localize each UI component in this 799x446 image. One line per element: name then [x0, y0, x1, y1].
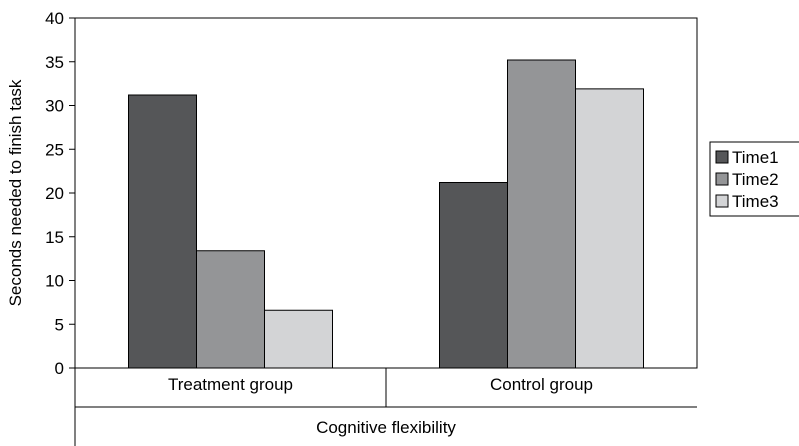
bar-time2-treatment — [196, 250, 265, 369]
legend: Time1 Time2 Time3 — [709, 141, 799, 217]
legend-swatch-time2 — [715, 172, 729, 186]
x-category-label: Control group — [490, 375, 593, 394]
legend-swatch-time1 — [715, 150, 729, 164]
y-axis-ticks: 0 5 10 15 20 25 30 35 40 — [45, 9, 75, 378]
x-axis-frame — [74, 368, 697, 446]
y-tick-label: 10 — [45, 272, 64, 291]
y-tick-label: 15 — [45, 228, 64, 247]
x-axis-title: Cognitive flexibility — [316, 418, 456, 437]
y-tick-label: 5 — [55, 315, 64, 334]
bar-time3-control — [575, 88, 644, 369]
y-tick-label: 25 — [45, 140, 64, 159]
legend-label-time1: Time1 — [732, 148, 779, 167]
y-tick-label: 0 — [55, 359, 64, 378]
legend-label-time3: Time3 — [732, 192, 779, 211]
y-tick-label: 20 — [45, 184, 64, 203]
y-tick-label: 30 — [45, 97, 64, 116]
y-tick-label: 35 — [45, 53, 64, 72]
bar-time2-control — [507, 59, 576, 369]
y-axis-title: Seconds needed to finish task — [6, 79, 25, 306]
legend-swatch-time3 — [715, 194, 729, 208]
x-axis-category-labels: Treatment group Control group — [168, 375, 593, 394]
x-category-label: Treatment group — [168, 375, 293, 394]
bar-time1-treatment — [128, 94, 197, 369]
legend-label-time2: Time2 — [732, 170, 779, 189]
bar-time1-control — [439, 182, 508, 369]
bar-time3-treatment — [264, 309, 333, 369]
bars — [128, 59, 644, 369]
y-tick-label: 40 — [45, 9, 64, 28]
